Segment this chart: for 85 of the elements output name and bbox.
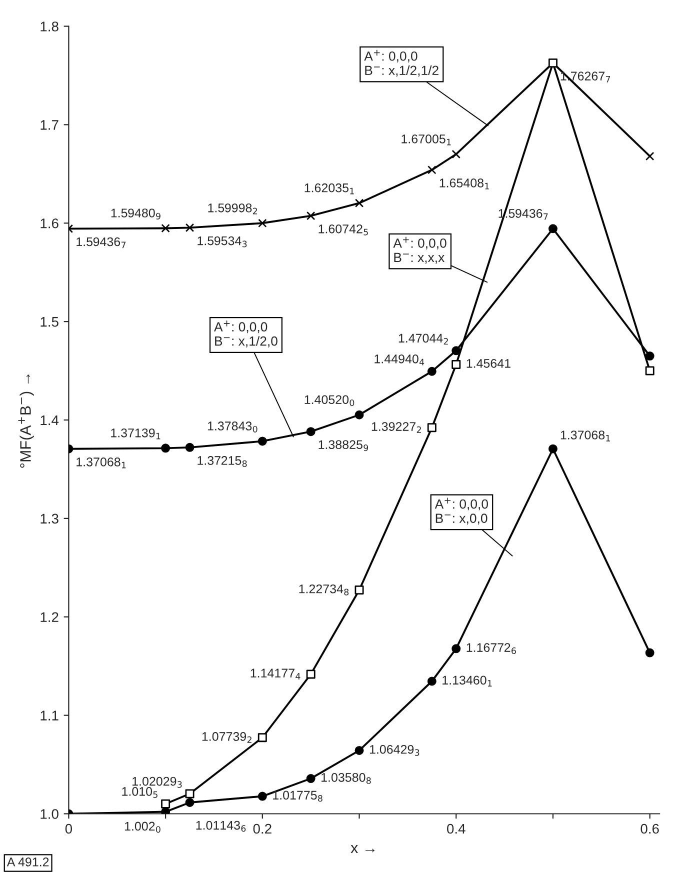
data-label: 1.22734$_{8}$ (299, 584, 349, 596)
point (306, 774, 316, 784)
point (428, 166, 436, 174)
point (452, 644, 461, 654)
y-tick-label: 1.8 (40, 22, 58, 32)
point (354, 410, 364, 420)
text: A$^{+}$: 0,0,0 B$^{−}$: x,x,x (393, 236, 446, 264)
point (258, 733, 267, 742)
data-label: 1.07739$_{2}$ (202, 732, 252, 743)
point (452, 360, 461, 369)
data-label: 1.60742$_{5}$ (318, 224, 368, 236)
y-tick-label: 1.3 (40, 514, 58, 524)
y-axis-title: °MF(A$^{+}$B$^{−}$) → (18, 374, 34, 468)
point (306, 211, 316, 220)
data-label: 1.45641 (466, 358, 510, 368)
data-label: 1.67005$_{1}$ (402, 134, 451, 146)
point (258, 792, 267, 801)
data-label: 1.59480$_{9}$ (111, 208, 160, 220)
data-label: 1.62035$_{1}$ (304, 183, 354, 194)
text: A$^{+}$: 0,0,0 B$^{−}$: x,1/2,0 (214, 320, 278, 348)
point (161, 444, 170, 453)
data-label: 1.16772$_{6}$ (466, 643, 516, 654)
point (452, 346, 461, 356)
y-tick-label: 1.7 (40, 120, 58, 130)
x-axis-title: x → (350, 844, 375, 854)
point (427, 423, 436, 432)
point (258, 218, 267, 228)
point (306, 427, 316, 436)
data-label: 1.37215$_{8}$ (198, 456, 247, 467)
point (185, 442, 194, 452)
point (185, 789, 194, 798)
point (645, 152, 654, 161)
text: A 491.2 (6, 858, 49, 866)
series-label: A$^{+}$: 0,0,0 B$^{−}$: x,0,0 (434, 498, 488, 525)
point (548, 224, 558, 234)
data-label: 1.47044$_{2}$ (398, 334, 448, 345)
data-label: 1.03580$_{8}$ (322, 772, 371, 784)
data-label: 1.01775$_{8}$ (273, 790, 322, 802)
data-label: 1.010$_{5}$ (122, 787, 158, 798)
data-label: 1.38825$_{9}$ (318, 440, 368, 452)
point (161, 224, 170, 233)
data-label: 1.59436$_{7}$ (76, 237, 126, 248)
point (354, 585, 364, 594)
x-tick-label: 0.4 (447, 824, 466, 834)
point (548, 444, 558, 454)
point (185, 223, 194, 232)
text: A$^{+}$: 0,0,0 B$^{−}$: x,1/2,1/2 (364, 50, 438, 77)
data-label: 1.06429$_{3}$ (370, 744, 420, 756)
point (645, 352, 654, 361)
data-label: 1.37843$_{0}$ (208, 422, 258, 432)
point (452, 150, 460, 159)
x-tick-label: 0.6 (640, 824, 659, 834)
data-label: 1.37068$_{1}$ (76, 458, 126, 468)
point (645, 366, 654, 376)
point (258, 436, 267, 446)
point (427, 676, 436, 686)
y-tick-label: 1.2 (40, 612, 58, 622)
data-label: 1.59534$_{3}$ (198, 236, 247, 248)
y-tick-label: 1.4 (40, 415, 59, 426)
point (161, 799, 170, 808)
data-label: 1.44940$_{4}$ (374, 354, 424, 366)
data-label: 1.01143$_{6}$ (196, 820, 246, 832)
y-tick-label: 1.1 (40, 710, 58, 720)
y-tick-label: 1.5 (40, 317, 58, 327)
y-tick-label: 1.0 (40, 809, 58, 819)
data-label: 1.59998$_{2}$ (208, 203, 258, 214)
x-tick-label: 0 (65, 824, 72, 834)
point (354, 198, 364, 208)
x-tick-label: 0.2 (253, 824, 272, 834)
data-label: 1.65408$_{1}$ (440, 178, 489, 190)
data-label: 1.40520$_{0}$ (304, 395, 354, 406)
data-label: 1.002$_{0}$ (124, 822, 160, 833)
point (185, 798, 194, 807)
data-label: 1.13460$_{1}$ (442, 676, 492, 687)
data-label: 1.02029$_{3}$ (132, 776, 182, 788)
y-tick-label: 1.6 (40, 218, 58, 228)
point (161, 807, 170, 814)
data-label: 1.37139$_{1}$ (111, 428, 160, 440)
point (427, 366, 436, 376)
data-label: 1.39227$_{2}$ (372, 422, 421, 433)
point (306, 670, 316, 679)
point (354, 746, 364, 755)
data-label: 1.37068$_{1}$ (560, 430, 610, 442)
point (645, 648, 654, 658)
data-label: 1.14177$_{4}$ (250, 668, 300, 680)
